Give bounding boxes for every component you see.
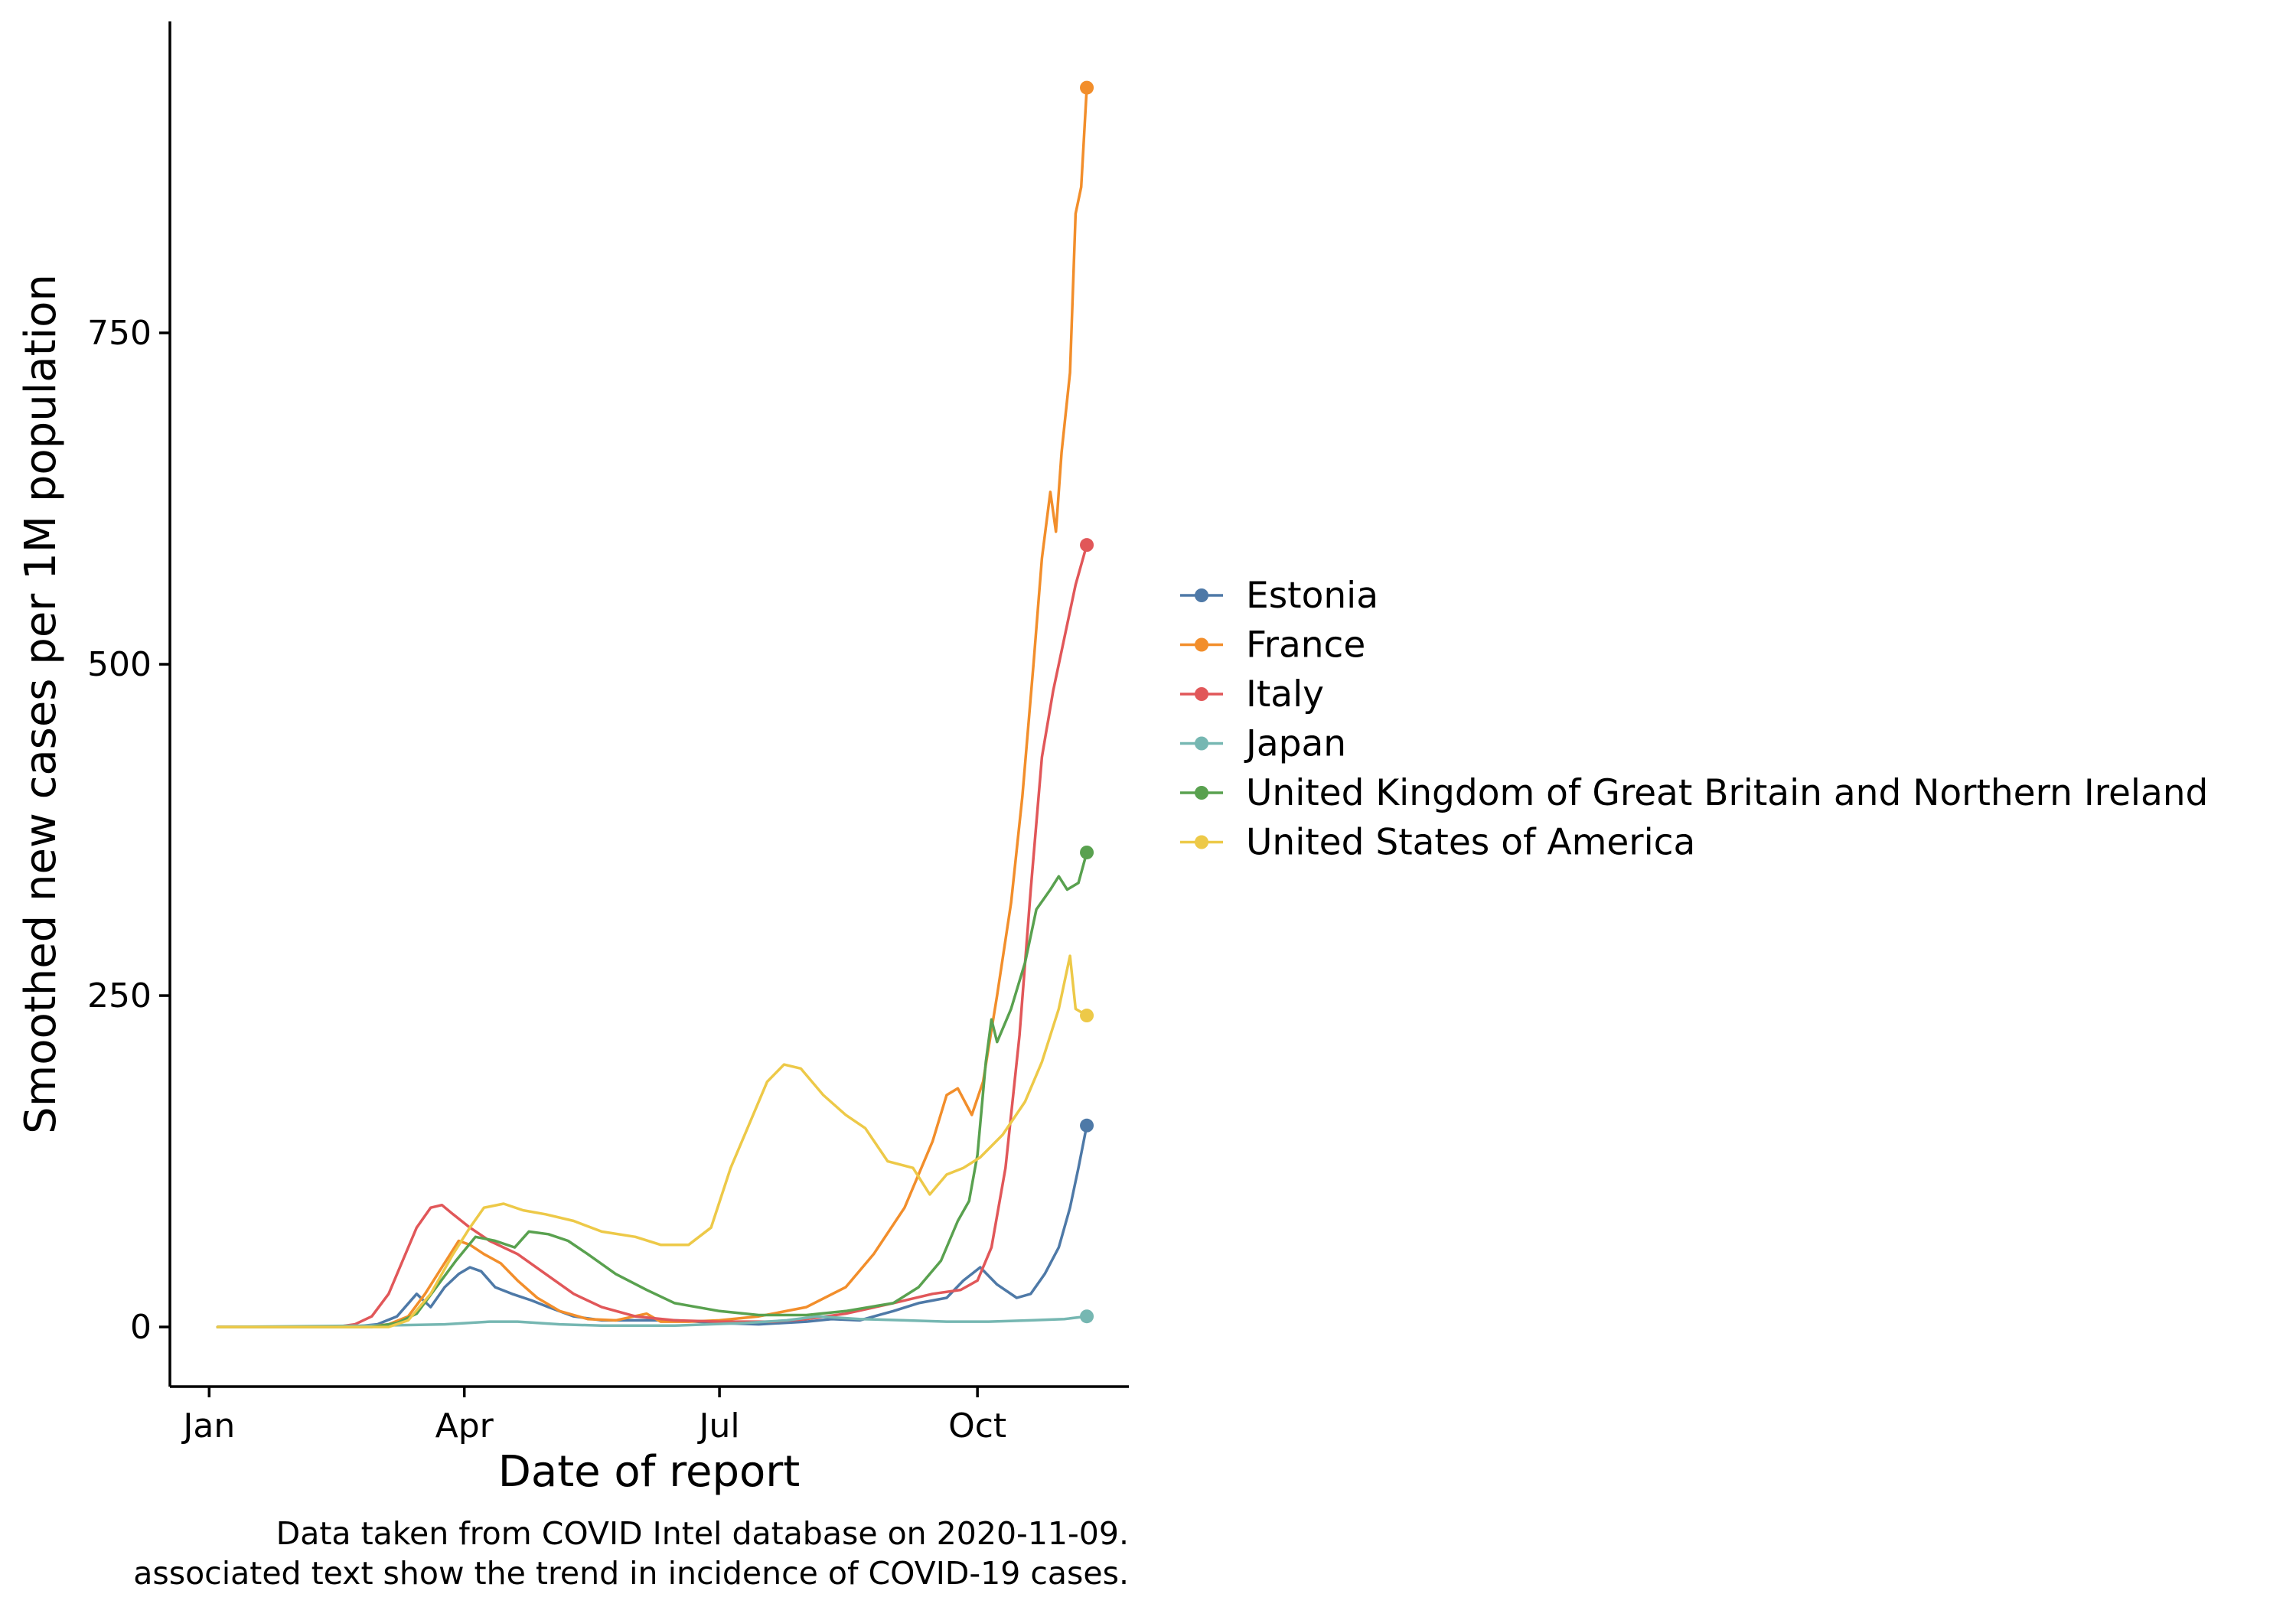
- x-tick-label: Jul: [697, 1407, 740, 1446]
- x-ticks: Jan Apr Jul Oct: [181, 1387, 1006, 1446]
- end-points: [1080, 80, 1094, 1324]
- y-tick-label: 750: [87, 314, 152, 353]
- end-point-estonia: [1080, 1118, 1094, 1133]
- y-tick-label: 250: [87, 976, 152, 1015]
- end-point-japan: [1080, 1309, 1094, 1324]
- legend-label: France: [1246, 624, 1365, 667]
- x-axis-title: Date of report: [498, 1447, 800, 1497]
- legend-item-italy: Italy: [1180, 673, 1324, 715]
- legend-item-japan: Japan: [1180, 723, 1346, 765]
- axes: [168, 21, 1129, 1388]
- legend-item-france: France: [1180, 624, 1365, 667]
- legend-label: Italy: [1246, 673, 1324, 715]
- caption-line-2: associated text show the trend in incide…: [133, 1555, 1129, 1592]
- legend-item-united-kingdom-of-great-britain-and-northern-ireland: United Kingdom of Great Britain and Nort…: [1180, 772, 2208, 814]
- x-tick-label: Apr: [435, 1407, 494, 1446]
- legend-marker: [1195, 588, 1208, 602]
- legend-label: Japan: [1244, 723, 1346, 765]
- series-line-italy: [216, 543, 1088, 1328]
- legend-label: United Kingdom of Great Britain and Nort…: [1246, 772, 2208, 814]
- legend: Estonia France Italy Japan United Kingdom of…: [1180, 575, 2208, 864]
- caption-line-1: Data taken from COVID Intel database on …: [276, 1515, 1129, 1552]
- end-point-united-states-of-america: [1080, 1009, 1094, 1023]
- end-point-italy: [1080, 538, 1094, 553]
- y-axis-title: Smoothed new cases per 1M population: [16, 274, 66, 1134]
- legend-marker: [1195, 835, 1208, 849]
- legend-label: Estonia: [1246, 575, 1378, 617]
- x-tick-label: Oct: [948, 1407, 1006, 1446]
- legend-marker: [1195, 736, 1208, 751]
- series-lines: [216, 86, 1088, 1328]
- x-tick-label: Jan: [181, 1407, 235, 1446]
- legend-marker: [1195, 786, 1208, 800]
- end-point-united-kingdom-of-great-britain-and-northern-ireland: [1080, 845, 1094, 859]
- legend-label: United States of America: [1246, 822, 1695, 864]
- legend-marker: [1195, 687, 1208, 701]
- end-point-france: [1080, 80, 1094, 95]
- series-line-united-states-of-america: [216, 954, 1088, 1328]
- legend-marker: [1195, 637, 1208, 652]
- y-tick-label: 500: [87, 645, 152, 684]
- series-line-france: [216, 86, 1088, 1328]
- legend-item-estonia: Estonia: [1180, 575, 1378, 617]
- y-tick-label: 0: [130, 1308, 152, 1347]
- series-line-united-kingdom-of-great-britain-and-northern-ireland: [216, 851, 1088, 1328]
- legend-item-united-states-of-america: United States of America: [1180, 822, 1695, 864]
- y-ticks: 0 250 500 750: [87, 314, 170, 1347]
- series-line-japan: [216, 1315, 1088, 1328]
